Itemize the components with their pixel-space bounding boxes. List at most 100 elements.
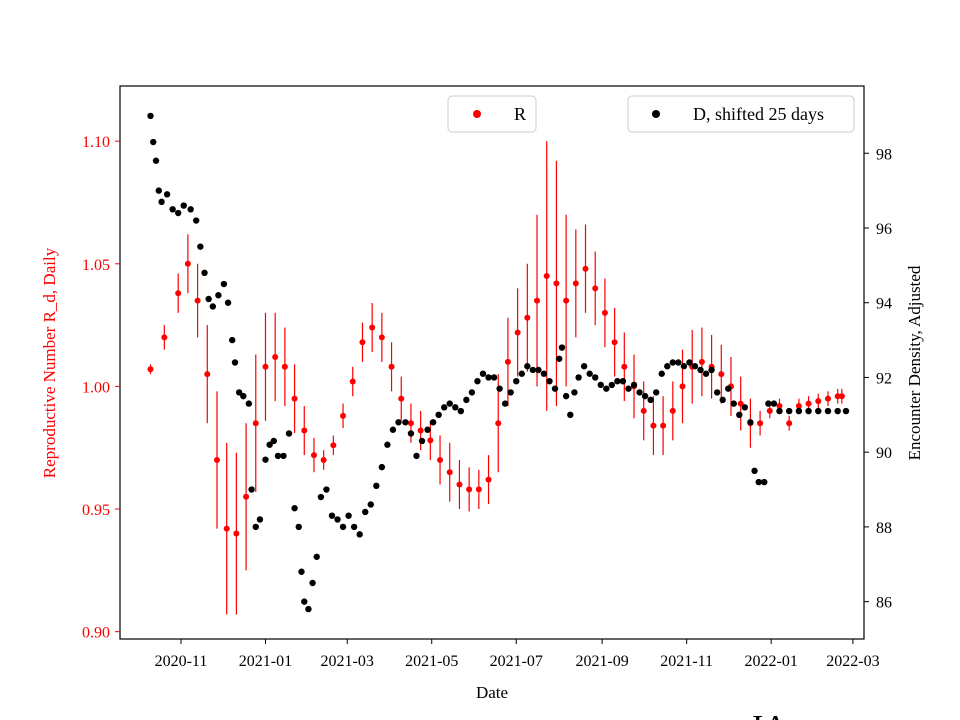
r-point	[161, 334, 168, 341]
left-y-axis: 0.90 0.95 1.00 1.05 1.10	[82, 134, 120, 642]
d-point	[513, 377, 520, 385]
d-point	[479, 370, 487, 377]
r-point	[446, 469, 453, 476]
r-point	[815, 398, 822, 405]
r-point	[563, 297, 570, 304]
r-point	[175, 290, 182, 297]
d-point	[468, 389, 476, 396]
d-point	[805, 407, 812, 415]
r-point	[388, 363, 395, 370]
d-point	[413, 452, 420, 460]
d-point	[395, 419, 402, 426]
d-point	[747, 419, 754, 426]
d-point	[490, 374, 498, 381]
r-point	[660, 422, 667, 429]
d-point	[384, 441, 391, 448]
d-point	[555, 355, 563, 362]
d-point	[647, 396, 654, 404]
d-point	[323, 486, 330, 493]
d-point	[152, 157, 160, 164]
d-point	[339, 523, 347, 531]
d-point	[231, 359, 239, 366]
d-point	[524, 363, 531, 370]
d-point	[761, 478, 768, 486]
right-y-tick-label: 90	[876, 445, 892, 462]
d-point	[463, 396, 470, 404]
right-y-tick-label: 98	[876, 146, 892, 163]
x-tick-label: 2021-11	[660, 653, 713, 670]
d-point	[305, 605, 312, 613]
d-point	[608, 381, 616, 389]
r-point	[320, 456, 327, 463]
r-point	[427, 437, 434, 444]
d-point	[518, 370, 525, 377]
legend-r-marker	[473, 110, 481, 118]
d-point	[285, 430, 293, 437]
r-point	[514, 329, 521, 336]
r-point	[553, 280, 560, 287]
d-point	[755, 478, 762, 486]
legend-d-marker	[652, 110, 660, 118]
r-point	[281, 363, 288, 370]
d-point	[215, 292, 222, 299]
r-point	[824, 395, 831, 402]
d-point	[295, 523, 302, 531]
d-point	[201, 269, 208, 277]
d-point	[350, 523, 358, 531]
d-point	[240, 392, 247, 400]
r-point	[456, 481, 463, 488]
d-point	[785, 407, 793, 415]
d-point	[725, 385, 732, 392]
r-point	[621, 363, 628, 370]
d-point	[301, 598, 308, 605]
d-point	[418, 437, 426, 445]
d-point	[842, 407, 850, 415]
d-point	[317, 493, 325, 501]
d-point	[373, 482, 380, 490]
r-point	[601, 309, 608, 316]
r-point	[838, 393, 845, 400]
d-point	[571, 389, 578, 396]
r-point	[475, 486, 482, 493]
x-tick-label: 2022-03	[826, 653, 879, 670]
r-point	[330, 442, 337, 449]
d-point	[680, 363, 688, 370]
d-point	[562, 392, 570, 400]
d-point	[155, 187, 162, 194]
x-tick-label: 2021-03	[321, 653, 374, 670]
corner-label: IA	[752, 709, 788, 720]
r-point	[698, 358, 705, 365]
d-point	[452, 404, 459, 411]
r-point	[184, 260, 191, 267]
d-point	[795, 407, 803, 415]
r-point	[378, 334, 385, 341]
left-y-tick-label: 1.10	[82, 134, 110, 151]
r-series	[147, 260, 845, 537]
d-point	[741, 404, 749, 411]
d-point	[270, 437, 277, 445]
d-point	[765, 400, 772, 407]
d-point	[592, 374, 599, 381]
d-point	[193, 217, 200, 224]
d-point	[457, 407, 465, 415]
left-y-axis-label: Reproductive Number R_d, Daily	[40, 247, 59, 478]
r-point	[786, 420, 793, 427]
d-point	[298, 568, 305, 575]
r-point	[834, 393, 841, 400]
d-point	[658, 370, 665, 377]
d-point	[730, 400, 737, 407]
r-point	[223, 525, 230, 532]
r-point	[233, 530, 240, 537]
r-point	[407, 420, 414, 427]
right-y-tick-label: 96	[876, 221, 892, 238]
d-point	[496, 385, 503, 392]
r-point	[495, 420, 502, 427]
d-point	[429, 419, 437, 426]
d-point	[776, 407, 783, 415]
right-y-axis-label: Encounter Density, Adjusted	[905, 265, 924, 460]
d-point	[697, 366, 704, 374]
d-point	[235, 389, 243, 396]
d-point	[625, 385, 632, 392]
d-point	[262, 456, 269, 463]
d-point	[630, 381, 638, 389]
